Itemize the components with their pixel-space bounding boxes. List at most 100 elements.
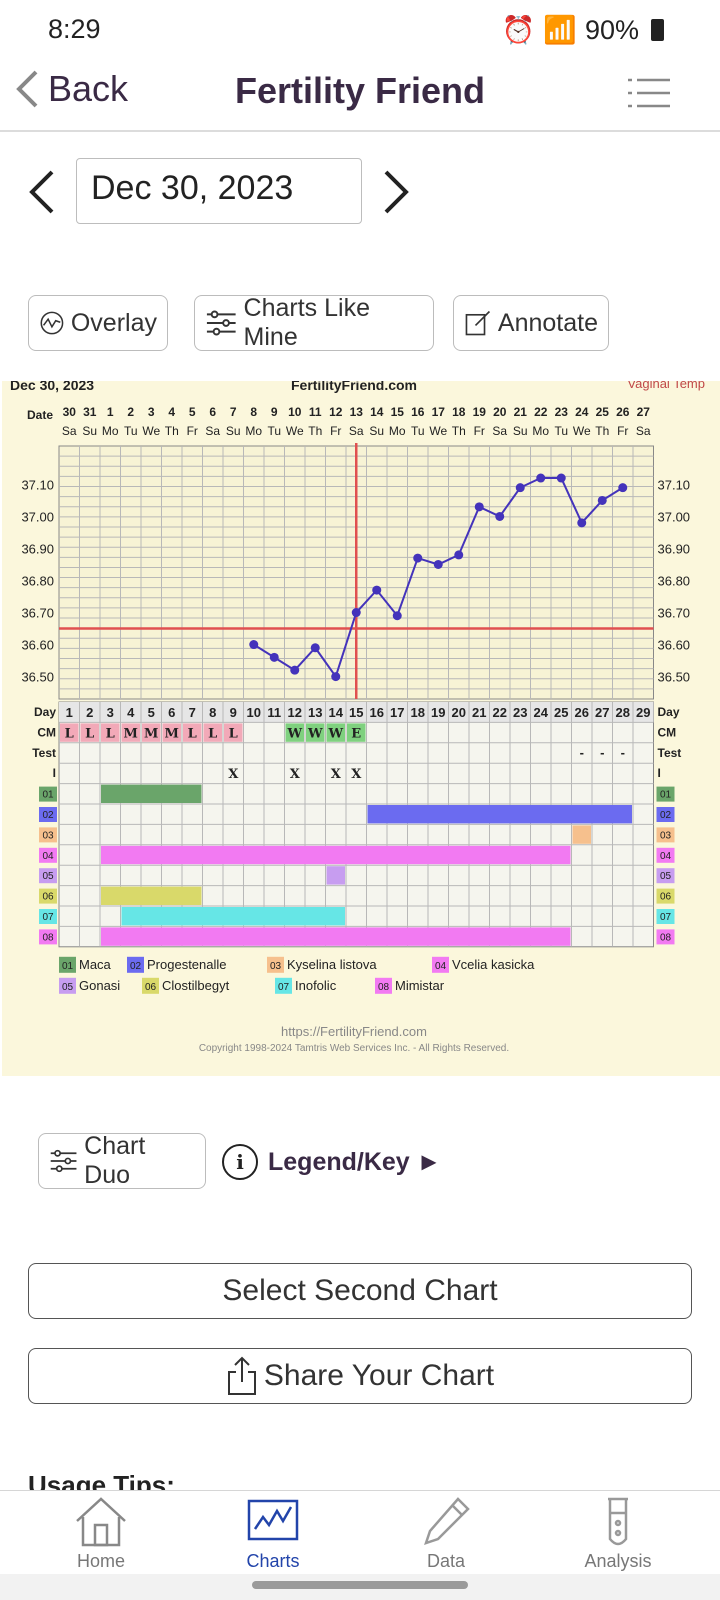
cycle-day-label: 29 bbox=[636, 705, 650, 720]
cycle-day-label: 24 bbox=[534, 705, 549, 720]
next-date-button[interactable] bbox=[382, 168, 412, 216]
date-label: 16 bbox=[411, 405, 425, 419]
temperature-point bbox=[495, 511, 505, 521]
med-code-badge-right bbox=[656, 868, 675, 884]
y-tick-label-left: 36.90 bbox=[21, 541, 54, 556]
chart-icon bbox=[247, 1499, 299, 1541]
weekday-label: Sa bbox=[62, 424, 77, 438]
home-indicator[interactable] bbox=[252, 1581, 468, 1589]
legend-key-label: Legend/Key ► bbox=[268, 1147, 442, 1176]
date-label: 9 bbox=[271, 405, 278, 419]
y-tick-label-right: 36.70 bbox=[658, 606, 691, 621]
legend-key-link[interactable]: i Legend/Key ► bbox=[222, 1144, 441, 1180]
select-second-chart-button[interactable]: Select Second Chart bbox=[28, 1263, 692, 1319]
temperature-point bbox=[536, 473, 546, 483]
med-code-right: 06 bbox=[660, 892, 672, 903]
overlay-button[interactable]: Overlay bbox=[28, 295, 168, 351]
cycle-day-label: 25 bbox=[554, 705, 568, 720]
fertility-chart[interactable]: Dec 30, 2023 FertilityFriend.com Vaginal T… bbox=[2, 381, 720, 1076]
legend-swatch bbox=[59, 977, 76, 994]
y-tick-label-left: 36.80 bbox=[21, 574, 54, 589]
weekday-label: Sa bbox=[205, 424, 220, 438]
weekday-label: Mo bbox=[102, 424, 119, 438]
cycle-day-label: 11 bbox=[267, 705, 281, 720]
date-field[interactable]: Dec 30, 2023 bbox=[76, 158, 362, 224]
med-code-left: 01 bbox=[42, 790, 54, 801]
intercourse-mark: X bbox=[290, 767, 301, 782]
cm-code: M bbox=[124, 726, 138, 741]
charts-like-mine-button[interactable]: Charts Like Mine bbox=[194, 294, 434, 351]
legend-swatch bbox=[375, 977, 392, 994]
cm-code: W bbox=[286, 726, 302, 741]
med-code-badge-left bbox=[39, 888, 57, 904]
cycle-day-label: 3 bbox=[107, 705, 114, 720]
med-bar bbox=[101, 886, 202, 905]
y-tick-label-right: 37.10 bbox=[658, 477, 691, 492]
date-label: 31 bbox=[83, 405, 97, 419]
weekday-label: Sa bbox=[636, 424, 651, 438]
med-code-badge-left bbox=[39, 929, 57, 945]
tab-home[interactable]: Home bbox=[36, 1491, 166, 1575]
chart-duo-button[interactable]: Chart Duo bbox=[38, 1132, 206, 1189]
battery-percent: 90% bbox=[584, 14, 639, 45]
date-label: 7 bbox=[230, 405, 237, 419]
cycle-day-label: 22 bbox=[493, 705, 507, 720]
med-code-right: 01 bbox=[660, 790, 672, 801]
cycle-day-label: 8 bbox=[209, 705, 216, 720]
tab-analysis-label: Analysis bbox=[584, 1551, 652, 1571]
temperature-point bbox=[249, 640, 259, 650]
temperature-point bbox=[310, 643, 320, 653]
annotate-button[interactable]: Annotate bbox=[453, 295, 609, 351]
overlay-icon bbox=[40, 311, 64, 335]
weekday-label: Tu bbox=[411, 424, 425, 438]
date-label: 6 bbox=[209, 405, 216, 419]
cycle-day-label: 15 bbox=[349, 705, 363, 720]
temperature-point bbox=[454, 550, 464, 560]
cm-code: E bbox=[351, 726, 361, 741]
legend-name: Gonasi bbox=[79, 978, 120, 993]
tab-home-label: Home bbox=[76, 1551, 125, 1571]
share-icon bbox=[227, 1356, 256, 1395]
cm-cell bbox=[203, 723, 222, 742]
menu-icon[interactable] bbox=[628, 76, 670, 110]
cycle-day-label: 14 bbox=[329, 705, 344, 720]
cycle-day-label: 5 bbox=[148, 705, 155, 720]
med-code-badge-right bbox=[656, 827, 675, 843]
date-label: 5 bbox=[189, 405, 196, 419]
cm-code: W bbox=[327, 726, 343, 741]
weekday-label: Mo bbox=[389, 424, 406, 438]
alarm-icon: ⏰ bbox=[501, 15, 536, 45]
intercourse-mark: X bbox=[351, 767, 362, 782]
date-label: 2 bbox=[127, 405, 134, 419]
med-bar bbox=[326, 866, 345, 885]
tab-data[interactable]: Data bbox=[381, 1491, 511, 1575]
share-chart-button[interactable]: Share Your Chart bbox=[28, 1348, 692, 1404]
tab-analysis[interactable]: Analysis bbox=[553, 1491, 683, 1575]
overlay-label: Overlay bbox=[70, 308, 157, 337]
legend-name: Mimistar bbox=[395, 978, 445, 993]
test-mark: - bbox=[600, 745, 604, 760]
cm-code: L bbox=[85, 726, 94, 741]
cm-code: M bbox=[144, 726, 158, 741]
date-label: 18 bbox=[452, 405, 466, 419]
back-button[interactable]: Back bbox=[14, 68, 128, 110]
date-label: 21 bbox=[514, 405, 528, 419]
previous-date-button[interactable] bbox=[26, 168, 56, 216]
legend-swatch bbox=[432, 956, 449, 973]
med-code-left: 04 bbox=[42, 851, 54, 862]
y-tick-label-left: 36.70 bbox=[21, 606, 54, 621]
row-label-left: Test bbox=[32, 746, 56, 760]
row-label-left: Day bbox=[34, 705, 56, 719]
med-code-right: 02 bbox=[660, 810, 672, 821]
cycle-day-label: 6 bbox=[168, 705, 175, 720]
med-code-right: 04 bbox=[660, 851, 672, 862]
date-label: 3 bbox=[148, 405, 155, 419]
cm-code: M bbox=[165, 726, 179, 741]
share-chart-label: Share Your Chart bbox=[263, 1359, 495, 1392]
tab-charts[interactable]: Charts bbox=[208, 1491, 338, 1575]
weekday-label: Mo bbox=[532, 424, 549, 438]
edit-icon bbox=[465, 310, 491, 336]
date-label: 25 bbox=[596, 405, 610, 419]
date-label: 30 bbox=[63, 405, 77, 419]
weekday-label: Th bbox=[308, 424, 322, 438]
